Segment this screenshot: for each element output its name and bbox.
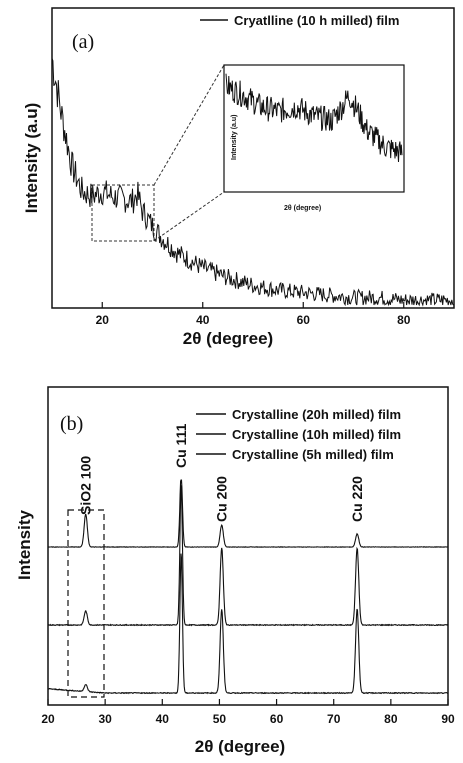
x-tick-label-b: 50 [213, 712, 227, 726]
peak-label: Cu 200 [214, 476, 230, 522]
x-ticks-a: 20 40 60 80 [96, 302, 411, 327]
x-tick-label-b: 70 [327, 712, 341, 726]
series-line-b-1 [47, 485, 449, 627]
x-axis-label-b: 2θ (degree) [195, 737, 285, 756]
panel-a-label: (a) [72, 31, 94, 53]
x-tick-label-a: 80 [397, 313, 411, 327]
peak-label: Cu 111 [173, 423, 189, 468]
panel-b-label: (b) [60, 413, 83, 435]
legend-b: Crystalline (20h milled) film Crystallin… [196, 407, 401, 462]
inset-frame [223, 64, 405, 193]
x-axis-label-a: 2θ (degree) [183, 329, 273, 348]
x-ticks-b: 20 30 40 50 60 70 80 90 [41, 699, 455, 726]
sio2-region-box [67, 509, 105, 698]
x-tick-label-b: 30 [98, 712, 112, 726]
zoom-connector [153, 191, 225, 242]
legend-a-label: Cryatlline (10 h milled) film [234, 13, 399, 28]
inset-series-line [225, 73, 403, 163]
legend-b-label-2: Crystalline (5h milled) film [232, 447, 394, 462]
panel-a-frame [51, 7, 455, 309]
x-tick-label-b: 80 [384, 712, 398, 726]
x-tick-label-b: 20 [41, 712, 55, 726]
peak-label: SiO2 100 [78, 456, 94, 515]
panel-b-frame [47, 386, 449, 706]
panel-b: (b) Crystalline (20h milled) film Crysta… [15, 386, 455, 756]
series-line-a [51, 58, 454, 307]
x-tick-label-a: 20 [96, 313, 110, 327]
y-axis-label-b: Intensity [15, 510, 34, 580]
legend-b-label-1: Crystalline (10h milled) film [232, 427, 401, 442]
x-tick-label-b: 60 [270, 712, 284, 726]
inset-ylabel: Intensity (a.u) [231, 114, 238, 160]
legend-b-label-0: Crystalline (20h milled) film [232, 407, 401, 422]
inset-xlabel: 2θ (degree) [284, 205, 321, 212]
series-lines-b [47, 479, 449, 695]
x-tick-label-b: 90 [441, 712, 455, 726]
series-line-b-0 [47, 479, 449, 548]
series-line-b-2 [47, 553, 449, 695]
peak-label: Cu 220 [349, 476, 365, 522]
x-tick-label-b: 40 [156, 712, 170, 726]
y-axis-label-a: Intensity (a.u) [22, 103, 41, 214]
x-tick-label-a: 60 [297, 313, 311, 327]
panel-a: (a) Cryatlline (10 h milled) film 20 40 60… [22, 7, 455, 348]
zoom-connector [153, 64, 225, 186]
x-tick-label-a: 40 [196, 313, 210, 327]
peak-labels: SiO2 100 Cu 111 Cu 200 Cu 220 [78, 423, 365, 522]
zoom-box [91, 184, 155, 242]
